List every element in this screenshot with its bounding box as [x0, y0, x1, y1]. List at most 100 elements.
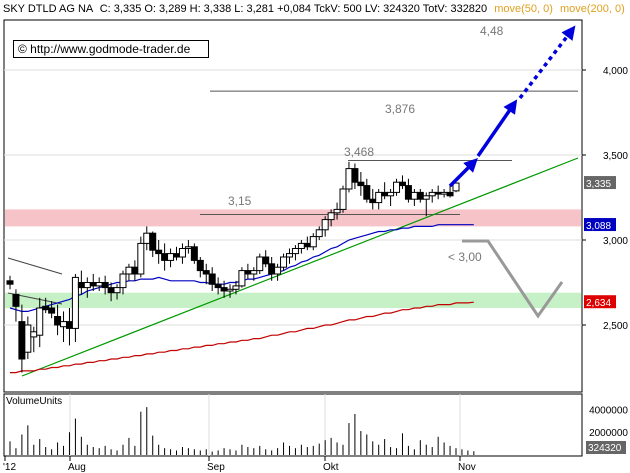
price-panel-frame [3, 19, 583, 393]
candle-up [238, 270, 246, 287]
symbol-label: SKY DTLD AG NA [3, 3, 94, 15]
candle-up [24, 324, 32, 353]
price-tag [584, 218, 616, 232]
candle-up [178, 248, 186, 258]
candle-up [327, 212, 335, 221]
candle-up [71, 276, 79, 329]
candle-down [173, 253, 181, 258]
x-tick-label: Nov [458, 462, 476, 473]
scenario-path [462, 239, 564, 319]
y-tick-label: 4,000 [603, 66, 628, 77]
candle-down [244, 270, 252, 275]
volume-tick-label: 4000000 [589, 405, 628, 416]
candle-down [48, 307, 56, 314]
candle-down [202, 270, 210, 275]
candle-up [452, 182, 460, 192]
candle-up [345, 168, 353, 190]
candle-down [190, 246, 198, 261]
candle-down [357, 181, 365, 187]
candle-up [60, 321, 68, 328]
candle-up [333, 208, 341, 214]
candle-down [208, 273, 216, 285]
candle-down [89, 282, 97, 287]
candle-down [398, 181, 406, 187]
trend-line-upper [7, 257, 63, 275]
y-tick-label: 3,000 [603, 236, 628, 247]
candle-up [375, 191, 383, 204]
candle-down [369, 198, 377, 204]
candle-down [65, 321, 73, 329]
candle-up [226, 288, 234, 292]
candle-up [30, 331, 38, 338]
candle-up [113, 287, 121, 294]
level-label: 3,876 [385, 102, 415, 116]
candle-down [268, 263, 276, 275]
candle-up [315, 229, 323, 238]
quote-label: C: 3,335 O: 3,289 H: 3,338 L: 3,281 +0,0… [100, 3, 487, 15]
ma50-legend: move(50, 0) [494, 3, 553, 15]
candle-up [291, 248, 299, 255]
uptrend-line [21, 157, 579, 377]
price-tag [584, 176, 616, 190]
forecast-arrow-2 [476, 99, 518, 157]
candle-up [119, 273, 127, 289]
x-tick-label: Okt [323, 462, 339, 473]
candle-up [422, 195, 430, 200]
candle-up [393, 181, 401, 193]
candle-down [12, 293, 20, 307]
volume-tick-label: 2000000 [589, 428, 628, 439]
candle-up [274, 266, 282, 275]
candle-down [262, 256, 270, 265]
price-tag-label: 3,088 [586, 221, 611, 232]
forecast-arrow-3 [518, 25, 576, 100]
level-label: 3,15 [228, 194, 252, 208]
x-tick-label: Sep [207, 462, 225, 473]
candle-up [309, 236, 317, 248]
forecast-arrow-1 [448, 158, 478, 188]
candle-down [42, 305, 50, 311]
candle-down [77, 282, 85, 289]
candle-down [101, 282, 109, 289]
candle-up [83, 282, 91, 289]
candle-up [339, 188, 347, 210]
scenario-label: < 3,00 [448, 250, 482, 264]
candle-up [137, 242, 145, 275]
candle-down [18, 321, 26, 360]
candle-up [250, 270, 258, 275]
resistance-zone [5, 209, 581, 227]
candle-up [428, 191, 436, 197]
candle-down [214, 283, 222, 289]
candle-down [54, 316, 62, 326]
support-zone [5, 292, 581, 308]
copyright-box[interactable]: © http://www.godmode-trader.de [13, 40, 209, 58]
candle-up [280, 256, 288, 268]
candle-up [285, 253, 293, 258]
candle-down [446, 191, 454, 197]
candle-down [434, 191, 442, 195]
y-tick-label: 2,500 [603, 321, 628, 332]
candle-down [107, 287, 115, 294]
candle-up [387, 191, 395, 197]
candle-down [303, 242, 311, 248]
y-tick-label: 3,500 [603, 151, 628, 162]
candle-up [440, 191, 448, 195]
candle-up [36, 307, 44, 336]
volume-panel-frame [3, 393, 583, 457]
candle-up [256, 256, 264, 272]
price-tag-label: 2,634 [586, 298, 611, 309]
candle-down [131, 266, 139, 275]
candle-up [184, 246, 192, 250]
candle-down [220, 287, 228, 292]
ma200-line [10, 301, 474, 374]
x-tick-label: '12 [3, 462, 16, 473]
price-tag-label: 3,335 [586, 179, 611, 190]
candle-down [161, 253, 169, 261]
candle-up [297, 242, 305, 249]
candle-down [196, 259, 204, 272]
volume-title: VolumeUnits [6, 396, 62, 407]
volume-tag-label: 324320 [588, 443, 622, 454]
candle-up [95, 282, 103, 287]
candle-up [143, 232, 151, 244]
